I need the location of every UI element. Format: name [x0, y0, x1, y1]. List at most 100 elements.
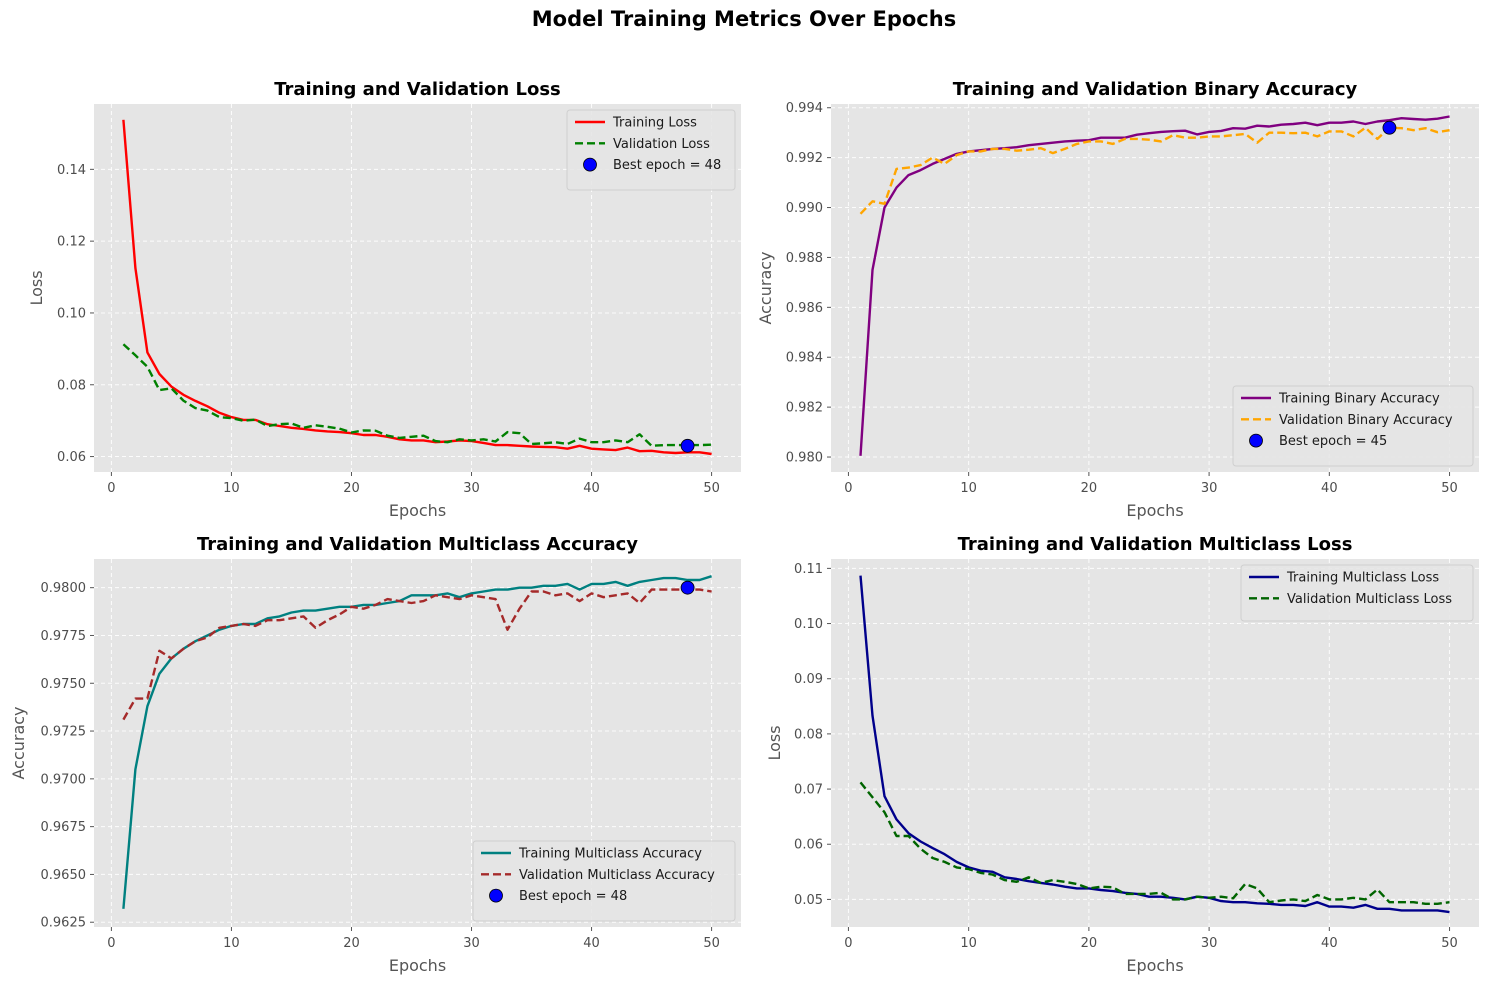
y-tick-label: 0.988	[786, 251, 823, 266]
y-tick-label: 0.994	[786, 101, 823, 116]
y-tick-label: 0.9775	[41, 629, 87, 644]
y-tick-label: 0.10	[794, 617, 823, 632]
legend: Training Loss Validation Loss Best epoch =…	[566, 109, 736, 191]
legend: Training Binary Accuracy Validation Binar…	[1232, 385, 1474, 467]
x-tick-label: 0	[107, 481, 115, 496]
validation-multiclass-accuracy-line	[122, 588, 712, 721]
legend-label: Best epoch = 48	[613, 158, 721, 173]
legend-label: Validation Binary Accuracy	[1279, 413, 1453, 428]
x-axis-label: Epochs	[389, 501, 446, 520]
best-epoch-marker	[680, 580, 695, 595]
y-tick-label: 0.9700	[41, 772, 87, 787]
y-tick-label: 0.05	[794, 893, 823, 908]
chart-panel-2: 0 10 20 30 40 50 0.980 0.982 0.984 0.986 0.988 0.99…	[756, 79, 1479, 520]
y-tick-label: 0.9625	[41, 916, 87, 931]
y-tick-label: 0.9675	[41, 820, 87, 835]
y-tick-label: 0.9650	[41, 868, 87, 883]
x-tick-label: 0	[844, 481, 852, 496]
legend-dot-swatch	[1249, 433, 1263, 448]
x-tick-label: 30	[1201, 481, 1218, 496]
y-tick-label: 0.986	[786, 301, 823, 316]
x-tick-label: 10	[960, 481, 977, 496]
legend-label: Best epoch = 45	[1279, 434, 1387, 449]
training-multiclass-accuracy-line	[122, 575, 712, 909]
chart-panel-1: 0 10 20 30 40 50 0.06 0.08 0.10 0.12 0.14 Training …	[27, 79, 741, 520]
x-tick-label: 10	[223, 936, 240, 951]
x-tick-label: 40	[1321, 481, 1338, 496]
legend-box	[566, 109, 736, 191]
x-tick-label: 20	[343, 481, 360, 496]
chart-title: Training and Validation Loss	[274, 79, 561, 100]
legend-label: Training Loss	[612, 116, 697, 131]
chart-title: Training and Validation Binary Accuracy	[953, 79, 1358, 100]
legend-label: Validation Multiclass Loss	[1287, 592, 1452, 607]
figure-suptitle: Model Training Metrics Over Epochs	[532, 7, 956, 31]
training-loss-line	[122, 119, 712, 456]
y-tick-label: 0.14	[57, 163, 86, 178]
chart-panel-3: 0 10 20 30 40 50 0.9625 0.9650 0.9675 0.9700 0.972…	[9, 534, 741, 975]
x-axis-label: Epochs	[389, 956, 446, 975]
best-epoch-marker	[680, 438, 695, 453]
chart-panel-4: 0 10 20 30 40 50 0.05 0.06 0.07 0.08 0.09 0.10 0.11 T…	[765, 534, 1479, 975]
y-axis-label: Loss	[27, 270, 46, 305]
y-tick-label: 0.06	[794, 838, 823, 853]
x-tick-label: 20	[1081, 936, 1098, 951]
x-tick-label: 40	[583, 936, 600, 951]
y-tick-label: 0.07	[794, 783, 823, 798]
chart-title: Training and Validation Multiclass Loss	[958, 534, 1353, 555]
y-tick-label: 0.06	[57, 450, 86, 465]
best-epoch-marker	[1382, 120, 1397, 135]
legend-label: Training Multiclass Accuracy	[518, 847, 702, 862]
y-tick-label: 0.10	[57, 306, 86, 321]
legend-box	[1240, 564, 1474, 622]
y-tick-label: 0.9750	[41, 677, 87, 692]
x-tick-label: 50	[1441, 936, 1458, 951]
y-axis-label: Accuracy	[756, 251, 775, 324]
legend: Training Multiclass Accuracy Validation M…	[472, 840, 736, 922]
x-tick-label: 50	[703, 481, 720, 496]
x-tick-label: 40	[583, 481, 600, 496]
y-tick-label: 0.9725	[41, 725, 87, 740]
training-multiclass-loss-line	[859, 575, 1450, 914]
y-tick-label: 0.982	[786, 401, 823, 416]
x-axis-label: Epochs	[1126, 501, 1183, 520]
legend-dot-swatch	[583, 157, 597, 172]
legend-box	[1232, 385, 1474, 467]
y-tick-label: 0.08	[57, 378, 86, 393]
y-tick-label: 0.09	[794, 672, 823, 687]
legend-label: Training Binary Accuracy	[1278, 392, 1440, 407]
x-tick-label: 50	[1441, 481, 1458, 496]
x-tick-label: 50	[703, 936, 720, 951]
x-tick-label: 10	[223, 481, 240, 496]
x-tick-label: 30	[1201, 936, 1218, 951]
x-axis-label: Epochs	[1126, 956, 1183, 975]
validation-multiclass-loss-line	[859, 781, 1450, 905]
legend-label: Validation Multiclass Accuracy	[519, 868, 715, 883]
legend-dot-swatch	[489, 888, 503, 903]
y-tick-label: 0.992	[786, 151, 823, 166]
charts-container: 0 10 20 30 40 50 0.06 0.08 0.10 0.12 0.14 Training …	[9, 79, 1479, 975]
legend-label: Best epoch = 48	[519, 889, 627, 904]
y-tick-label: 0.984	[786, 351, 823, 366]
legend: Training Multiclass Loss Validation Multi…	[1240, 564, 1474, 622]
y-axis-label: Accuracy	[9, 706, 28, 779]
legend-label: Validation Loss	[613, 137, 710, 152]
y-axis-label: Loss	[765, 725, 784, 760]
x-tick-label: 30	[463, 936, 480, 951]
y-tick-label: 0.11	[794, 562, 823, 577]
legend-label: Training Multiclass Loss	[1286, 571, 1439, 586]
x-tick-label: 0	[107, 936, 115, 951]
x-tick-label: 20	[343, 936, 360, 951]
x-tick-label: 10	[960, 936, 977, 951]
y-tick-label: 0.980	[786, 451, 823, 466]
y-tick-label: 0.9800	[41, 581, 87, 596]
x-tick-label: 20	[1081, 481, 1098, 496]
y-tick-label: 0.08	[794, 727, 823, 742]
chart-title: Training and Validation Multiclass Accur…	[197, 534, 638, 555]
x-tick-label: 40	[1321, 936, 1338, 951]
validation-binary-accuracy-line	[859, 126, 1450, 215]
y-tick-label: 0.12	[57, 235, 86, 250]
x-tick-label: 0	[844, 936, 852, 951]
y-tick-label: 0.990	[786, 201, 823, 216]
